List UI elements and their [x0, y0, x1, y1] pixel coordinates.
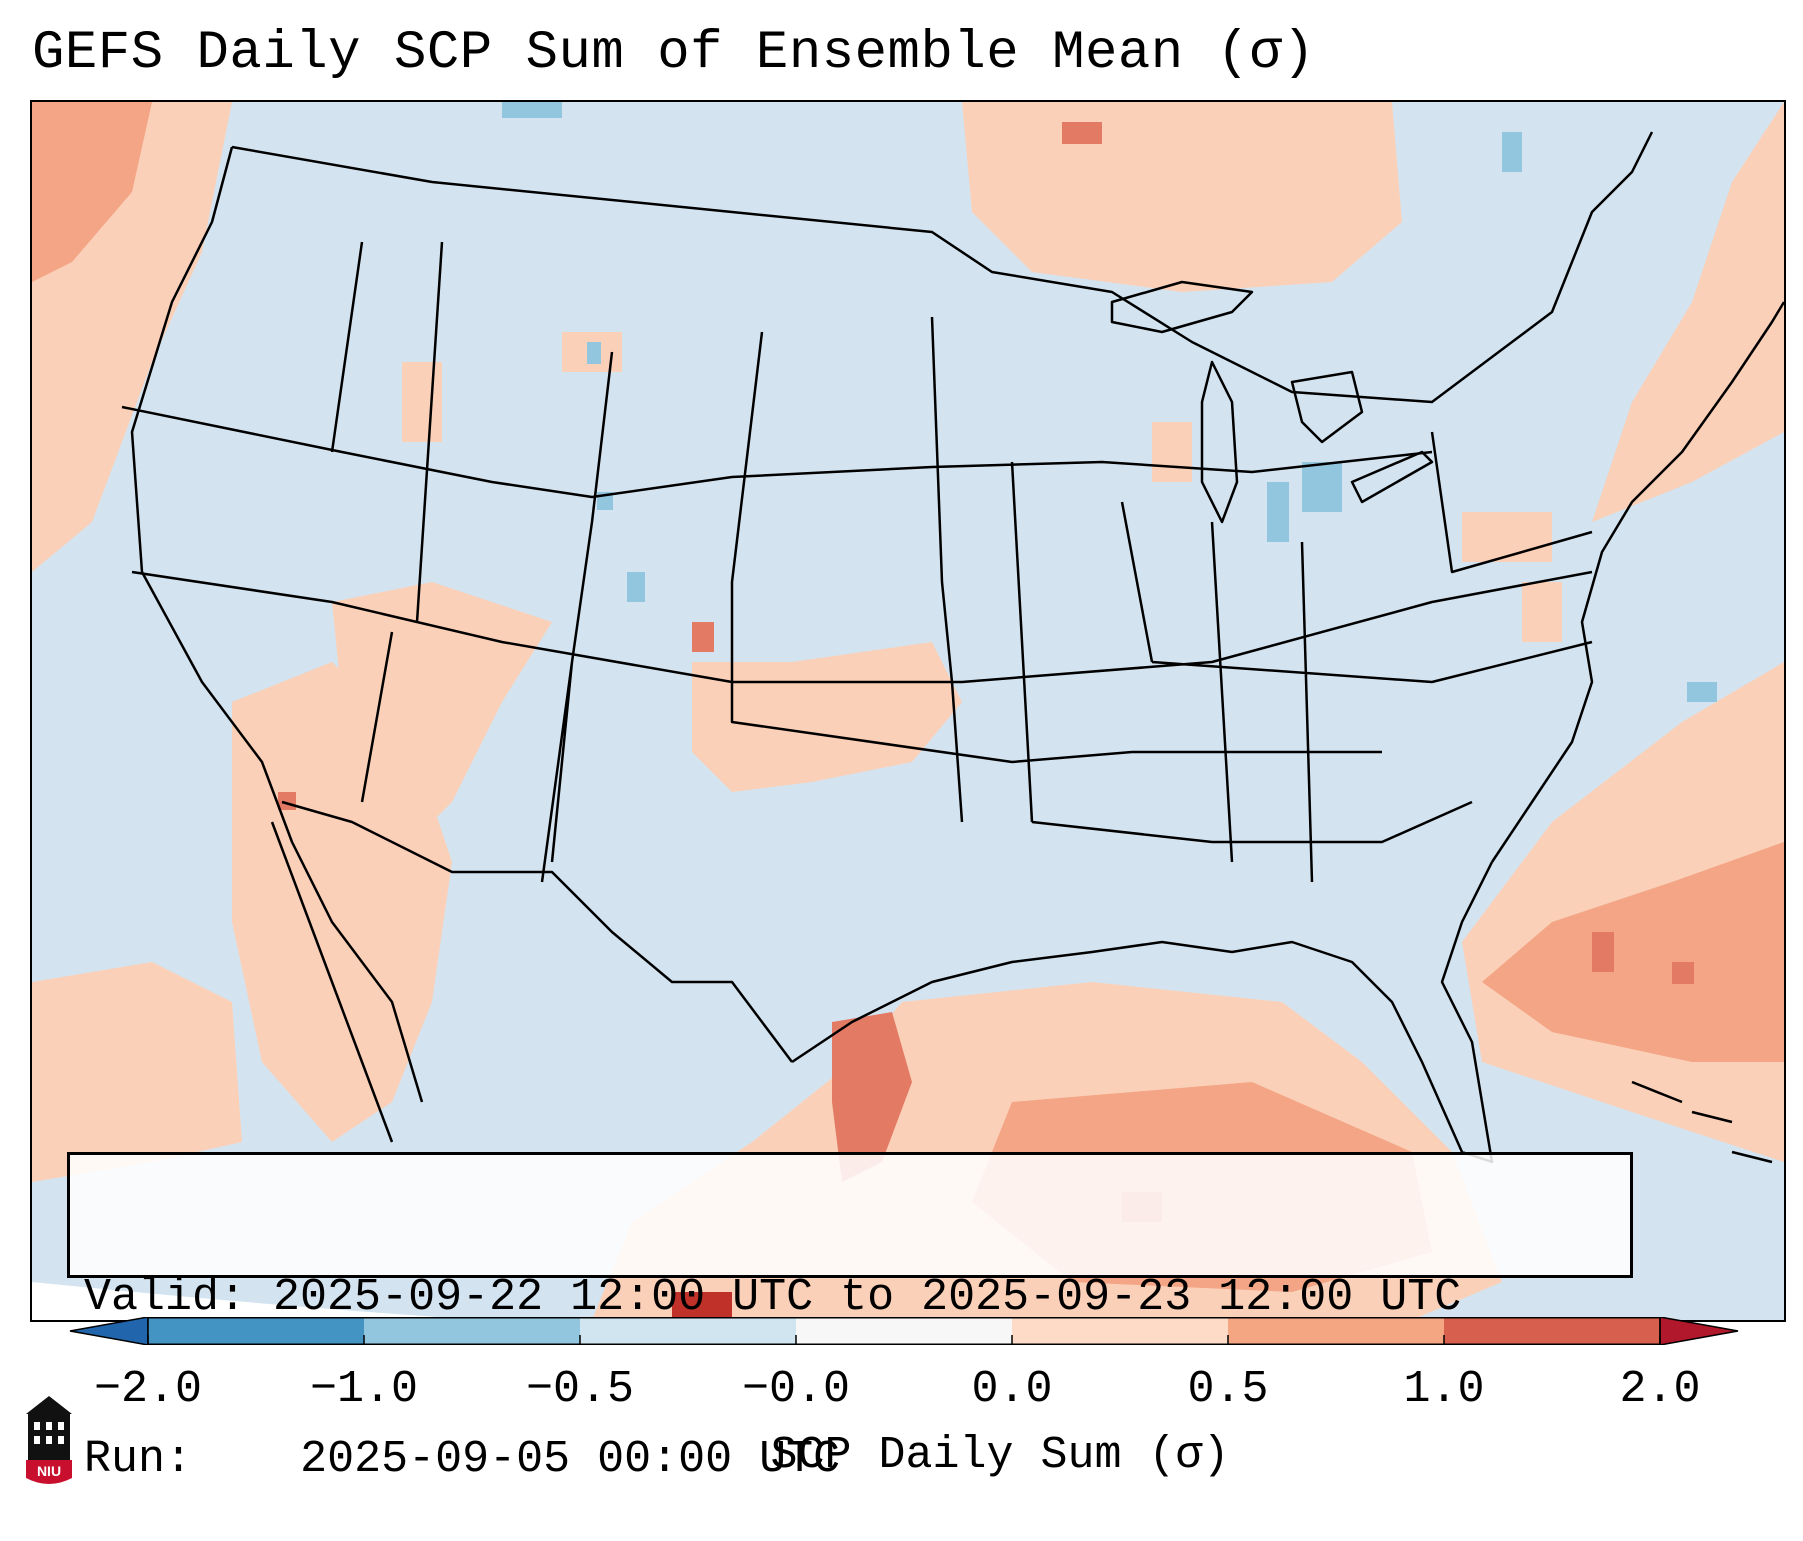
anomaly-cell-great-lakes [1152, 422, 1192, 482]
valid-row: Valid: 2025-09-22 12:00 UTC to 2025-09-2… [84, 1271, 1630, 1325]
anomaly-cell-pennsylvania [1462, 512, 1552, 562]
colorbar [69, 1317, 1739, 1345]
valid-label: Valid: [84, 1272, 247, 1323]
east-coast [1490, 301, 1784, 863]
colorbar-bin [796, 1317, 1012, 1345]
anomaly-cell-idaho [402, 362, 442, 442]
colorbar-extend-min [69, 1317, 149, 1345]
anomaly-patch-southwest [332, 582, 552, 862]
boundary-lines [121, 131, 1784, 1164]
chart-title: GEFS Daily SCP Sum of Ensemble Mean (σ) [32, 23, 1316, 84]
colorbar-label: SCP Daily Sum (σ) [770, 1430, 1230, 1481]
colorbar-tick-label: −1.0 [309, 1364, 419, 1415]
state-lines [121, 241, 1593, 883]
neg-cell-wyoming [587, 342, 601, 364]
anomaly-patch-canada [962, 102, 1402, 292]
anomaly-cell-virginia [1522, 582, 1562, 642]
anomaly-cell-atlantic-2 [1672, 962, 1694, 984]
colorbar-tick-label: 2.0 [1619, 1364, 1701, 1415]
map-panel [30, 100, 1786, 1322]
us-canada-border [231, 131, 1654, 404]
anomaly-cell-gulf-1 [672, 1292, 732, 1320]
anomaly-cell-atlantic-1 [1592, 932, 1614, 972]
anomaly-patch-pacific-nw-core [32, 102, 152, 282]
neg-cell-colorado-2 [627, 572, 645, 602]
run-row: Run: 2025-09-05 00:00 UTC [84, 1433, 1630, 1487]
university-tower-logo-icon: NIU [26, 1396, 72, 1484]
us-mexico-border [281, 800, 793, 1063]
baja-coast [270, 821, 394, 1143]
gulf-coast [791, 861, 1494, 1164]
anomaly-cell-canada [1062, 122, 1102, 144]
colorbar-tick-label: −0.0 [741, 1364, 851, 1415]
neg-cell-canada-e [1502, 132, 1522, 172]
anomaly-patch-atlantic-ne [1592, 102, 1784, 522]
valid-run-info-box: Valid: 2025-09-22 12:00 UTC to 2025-09-2… [67, 1152, 1633, 1485]
negative-anomaly-field [502, 102, 1717, 702]
anomaly-patch-texas-coast [832, 1012, 912, 1182]
colorbar-tick-label: 0.5 [1187, 1364, 1269, 1415]
neg-cell-atlantic [1687, 682, 1717, 702]
colorbar-tick-label: −0.5 [525, 1364, 635, 1415]
lake-superior [1110, 280, 1254, 334]
anomaly-cell-baja [278, 792, 296, 810]
west-coast [130, 146, 424, 1103]
run-value: 2025-09-05 00:00 UTC [300, 1434, 841, 1485]
neg-cell-indiana [1267, 482, 1289, 542]
colorbar-bin [1444, 1317, 1660, 1345]
logo-text: NIU [37, 1463, 61, 1479]
colorbar-extend-max [1659, 1317, 1739, 1345]
colorbar-bin [1012, 1317, 1228, 1345]
anomaly-patch-atlantic-se-core [1482, 842, 1784, 1062]
colorbar-tick-label: −2.0 [93, 1364, 203, 1415]
lake-michigan [1200, 360, 1239, 524]
colorbar-tick-label: 1.0 [1403, 1364, 1485, 1415]
colorbar-bin [364, 1317, 580, 1345]
map-canvas [32, 102, 1784, 1320]
neg-cell-ohio [1302, 462, 1342, 512]
anomaly-cell-colorado [692, 622, 714, 652]
lake-erie [1350, 450, 1434, 504]
colorbar-bin [580, 1317, 796, 1345]
lake-huron [1290, 370, 1364, 444]
run-label: Run: [84, 1434, 193, 1485]
colorbar-tick-label: 0.0 [971, 1364, 1053, 1415]
colorbar-bin [1228, 1317, 1444, 1345]
anomaly-patch-plains [692, 642, 962, 792]
neg-cell-canada-w [502, 102, 562, 118]
domain-edge-mask [32, 1282, 932, 1320]
colorbar-outline [147, 1317, 1661, 1345]
caribbean-islands [1631, 1080, 1773, 1164]
anomaly-patch-pacific-sw [32, 962, 242, 1182]
valid-value: 2025-09-22 12:00 UTC to 2025-09-23 12:00… [273, 1272, 1462, 1323]
colorbar-bin [148, 1317, 364, 1345]
